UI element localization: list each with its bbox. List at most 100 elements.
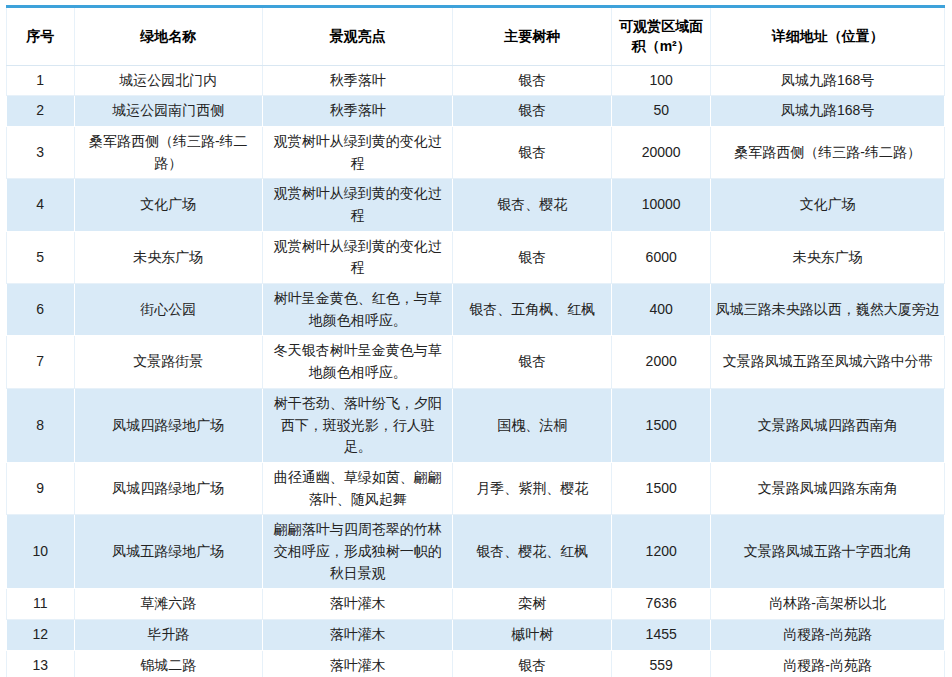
table-row: 1城运公园北门内秋季落叶银杏100凤城九路168号 — [7, 65, 945, 96]
table-row: 10凤城五路绿地广场翩翩落叶与四周苍翠的竹林交相呼应，形成独树一帜的秋日景观银杏… — [7, 515, 945, 589]
cell-address: 文景路凤城五路十字西北角 — [711, 515, 945, 589]
cell-area: 6000 — [611, 231, 710, 283]
cell-area: 1200 — [611, 515, 710, 589]
table-row: 13锦城二路落叶灌木银杏559尚稷路-尚苑路 — [7, 650, 945, 677]
cell-index: 1 — [7, 65, 75, 96]
cell-area: 20000 — [611, 126, 710, 178]
cell-name: 街心公园 — [74, 284, 263, 336]
cell-area: 400 — [611, 284, 710, 336]
cell-species: 银杏 — [453, 336, 612, 388]
table-row: 7文景路街景冬天银杏树叶呈金黄色与草地颜色相呼应。银杏2000文景路凤城五路至凤… — [7, 336, 945, 388]
page: 序号 绿地名称 景观亮点 主要树种 可观赏区域面积（m²） 详细地址（位置） 1… — [0, 0, 952, 677]
cell-name: 文景路街景 — [74, 336, 263, 388]
table-row: 4文化广场观赏树叶从绿到黄的变化过程银杏、樱花10000文化广场 — [7, 179, 945, 231]
cell-address: 文景路凤城四路西南角 — [711, 388, 945, 462]
cell-highlight: 落叶灌木 — [263, 620, 453, 651]
cell-highlight: 观赏树叶从绿到黄的变化过程 — [263, 231, 453, 283]
green-space-table-container: 序号 绿地名称 景观亮点 主要树种 可观赏区域面积（m²） 详细地址（位置） 1… — [6, 5, 945, 677]
cell-address: 尚稷路-尚苑路 — [711, 620, 945, 651]
cell-species: 银杏 — [453, 231, 612, 283]
cell-area: 1500 — [611, 388, 710, 462]
cell-index: 12 — [7, 620, 75, 651]
cell-species: 栾树 — [453, 589, 612, 620]
cell-name: 毕升路 — [74, 620, 263, 651]
cell-highlight: 落叶灌木 — [263, 589, 453, 620]
cell-species: 银杏 — [453, 650, 612, 677]
table-row: 3桑军路西侧（纬三路-纬二路）观赏树叶从绿到黄的变化过程银杏20000桑军路西侧… — [7, 126, 945, 178]
cell-species: 银杏 — [453, 96, 612, 127]
cell-address: 文景路凤城五路至凤城六路中分带 — [711, 336, 945, 388]
cell-area: 100 — [611, 65, 710, 96]
cell-species: 银杏、樱花 — [453, 179, 612, 231]
cell-highlight: 秋季落叶 — [263, 96, 453, 127]
table-row: 11草滩六路落叶灌木栾树7636尚林路-高架桥以北 — [7, 589, 945, 620]
cell-address: 尚林路-高架桥以北 — [711, 589, 945, 620]
cell-index: 4 — [7, 179, 75, 231]
cell-index: 3 — [7, 126, 75, 178]
table-row: 8凤城四路绿地广场树干苍劲、落叶纷飞，夕阳西下，斑驳光影，行人驻足。国槐、法桐1… — [7, 388, 945, 462]
table-row: 5未央东广场观赏树叶从绿到黄的变化过程银杏6000未央东广场 — [7, 231, 945, 283]
cell-highlight: 翩翩落叶与四周苍翠的竹林交相呼应，形成独树一帜的秋日景观 — [263, 515, 453, 589]
table-body: 1城运公园北门内秋季落叶银杏100凤城九路168号2城运公园南门西侧秋季落叶银杏… — [7, 65, 945, 677]
cell-area: 7636 — [611, 589, 710, 620]
cell-index: 8 — [7, 388, 75, 462]
cell-address: 未央东广场 — [711, 231, 945, 283]
cell-address: 文化广场 — [711, 179, 945, 231]
cell-highlight: 曲径通幽、草绿如茵、翩翩落叶、随风起舞 — [263, 462, 453, 514]
cell-area: 10000 — [611, 179, 710, 231]
cell-index: 11 — [7, 589, 75, 620]
cell-name: 草滩六路 — [74, 589, 263, 620]
table-row: 2城运公园南门西侧秋季落叶银杏50凤城九路168号 — [7, 96, 945, 127]
cell-species: 银杏 — [453, 126, 612, 178]
header-row: 序号 绿地名称 景观亮点 主要树种 可观赏区域面积（m²） 详细地址（位置） — [7, 8, 945, 65]
cell-name: 城运公园北门内 — [74, 65, 263, 96]
column-header-area: 可观赏区域面积（m²） — [611, 8, 710, 65]
cell-highlight: 树叶呈金黄色、红色，与草地颜色相呼应。 — [263, 284, 453, 336]
column-header-name: 绿地名称 — [74, 8, 263, 65]
cell-index: 13 — [7, 650, 75, 677]
cell-address: 桑军路西侧（纬三路-纬二路） — [711, 126, 945, 178]
green-space-table: 序号 绿地名称 景观亮点 主要树种 可观赏区域面积（m²） 详细地址（位置） 1… — [6, 8, 945, 677]
cell-index: 2 — [7, 96, 75, 127]
cell-name: 凤城五路绿地广场 — [74, 515, 263, 589]
cell-index: 7 — [7, 336, 75, 388]
table-row: 6街心公园树叶呈金黄色、红色，与草地颜色相呼应。银杏、五角枫、红枫400凤城三路… — [7, 284, 945, 336]
cell-address: 凤城九路168号 — [711, 65, 945, 96]
cell-index: 6 — [7, 284, 75, 336]
table-row: 12毕升路落叶灌木槭叶树1455尚稷路-尚苑路 — [7, 620, 945, 651]
cell-index: 9 — [7, 462, 75, 514]
cell-address: 尚稷路-尚苑路 — [711, 650, 945, 677]
cell-name: 文化广场 — [74, 179, 263, 231]
cell-address: 凤城九路168号 — [711, 96, 945, 127]
cell-name: 城运公园南门西侧 — [74, 96, 263, 127]
cell-name: 桑军路西侧（纬三路-纬二路） — [74, 126, 263, 178]
cell-highlight: 秋季落叶 — [263, 65, 453, 96]
cell-area: 50 — [611, 96, 710, 127]
cell-name: 凤城四路绿地广场 — [74, 388, 263, 462]
column-header-address: 详细地址（位置） — [711, 8, 945, 65]
cell-name: 未央东广场 — [74, 231, 263, 283]
column-header-species: 主要树种 — [453, 8, 612, 65]
cell-area: 2000 — [611, 336, 710, 388]
cell-area: 559 — [611, 650, 710, 677]
cell-name: 锦城二路 — [74, 650, 263, 677]
column-header-index: 序号 — [7, 8, 75, 65]
cell-species: 槭叶树 — [453, 620, 612, 651]
cell-species: 银杏、五角枫、红枫 — [453, 284, 612, 336]
cell-index: 10 — [7, 515, 75, 589]
cell-species: 银杏 — [453, 65, 612, 96]
cell-species: 国槐、法桐 — [453, 388, 612, 462]
column-header-highlight: 景观亮点 — [263, 8, 453, 65]
table-row: 9凤城四路绿地广场曲径通幽、草绿如茵、翩翩落叶、随风起舞月季、紫荆、樱花1500… — [7, 462, 945, 514]
cell-highlight: 观赏树叶从绿到黄的变化过程 — [263, 126, 453, 178]
cell-area: 1500 — [611, 462, 710, 514]
cell-species: 月季、紫荆、樱花 — [453, 462, 612, 514]
cell-highlight: 树干苍劲、落叶纷飞，夕阳西下，斑驳光影，行人驻足。 — [263, 388, 453, 462]
cell-address: 文景路凤城四路东南角 — [711, 462, 945, 514]
cell-highlight: 观赏树叶从绿到黄的变化过程 — [263, 179, 453, 231]
cell-index: 5 — [7, 231, 75, 283]
cell-highlight: 落叶灌木 — [263, 650, 453, 677]
cell-name: 凤城四路绿地广场 — [74, 462, 263, 514]
cell-address: 凤城三路未央路以西，巍然大厦旁边 — [711, 284, 945, 336]
table-header: 序号 绿地名称 景观亮点 主要树种 可观赏区域面积（m²） 详细地址（位置） — [7, 8, 945, 65]
